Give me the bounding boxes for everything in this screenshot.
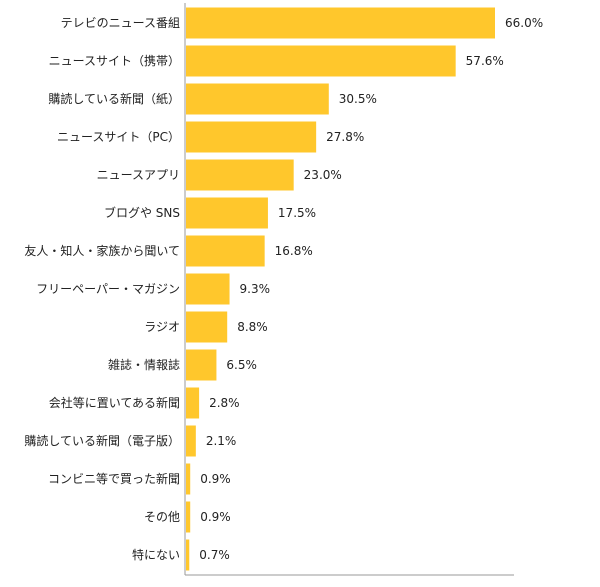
value-label-9: 6.5%	[226, 358, 257, 372]
value-label-3: 27.8%	[326, 130, 364, 144]
value-label-5: 17.5%	[278, 206, 316, 220]
value-label-12: 0.9%	[200, 472, 231, 486]
category-label-11: 購読している新聞（電子版）	[24, 433, 180, 448]
bar-14	[186, 539, 190, 571]
category-label-6: 友人・知人・家族から聞いて	[24, 243, 180, 258]
bar-1	[186, 45, 456, 77]
value-label-10: 2.8%	[209, 396, 240, 410]
value-label-4: 23.0%	[304, 168, 342, 182]
bar-5	[186, 197, 268, 229]
bar-3	[186, 121, 317, 153]
bar-8	[186, 311, 228, 343]
category-label-4: ニュースアプリ	[97, 168, 180, 182]
bar-11	[186, 425, 196, 457]
bar-7	[186, 273, 230, 305]
category-label-13: その他	[144, 510, 180, 524]
category-label-3: ニュースサイト（PC）	[57, 130, 180, 144]
category-label-1: ニュースサイト（携帯）	[49, 53, 180, 68]
category-label-14: 特にない	[132, 547, 180, 562]
value-label-14: 0.7%	[199, 548, 230, 562]
value-label-6: 16.8%	[275, 244, 313, 258]
category-label-0: テレビのニュース番組	[61, 16, 180, 30]
category-label-10: 会社等に置いてある新聞	[49, 395, 180, 410]
value-label-1: 57.6%	[466, 54, 504, 68]
value-label-0: 66.0%	[505, 16, 543, 30]
value-label-13: 0.9%	[200, 510, 231, 524]
category-label-5: ブログや SNS	[104, 205, 180, 220]
bar-13	[186, 501, 191, 533]
bar-9	[186, 349, 217, 381]
value-labels-group: 66.0% 57.6% 30.5% 27.8% 23.0% 17.5% 16.8% 9.3% 8…	[199, 16, 543, 562]
bar-4	[186, 159, 294, 191]
bar-12	[186, 463, 191, 495]
category-label-7: フリーペーパー・マガジン	[36, 282, 180, 296]
bar-0	[186, 7, 495, 39]
value-label-7: 9.3%	[240, 282, 270, 296]
value-label-8: 8.8%	[237, 320, 268, 334]
bar-2	[186, 83, 329, 115]
bar-6	[186, 235, 265, 267]
bar-10	[186, 387, 200, 419]
category-label-8: ラジオ	[144, 320, 180, 334]
category-label-12: コンビニ等で買った新聞	[48, 471, 180, 486]
category-label-2: 購読している新聞（紙）	[48, 91, 180, 106]
value-label-11: 2.1%	[206, 434, 237, 448]
category-label-9: 雑誌・情報誌	[108, 357, 180, 372]
value-label-2: 30.5%	[339, 92, 377, 106]
bars-group	[186, 7, 495, 571]
